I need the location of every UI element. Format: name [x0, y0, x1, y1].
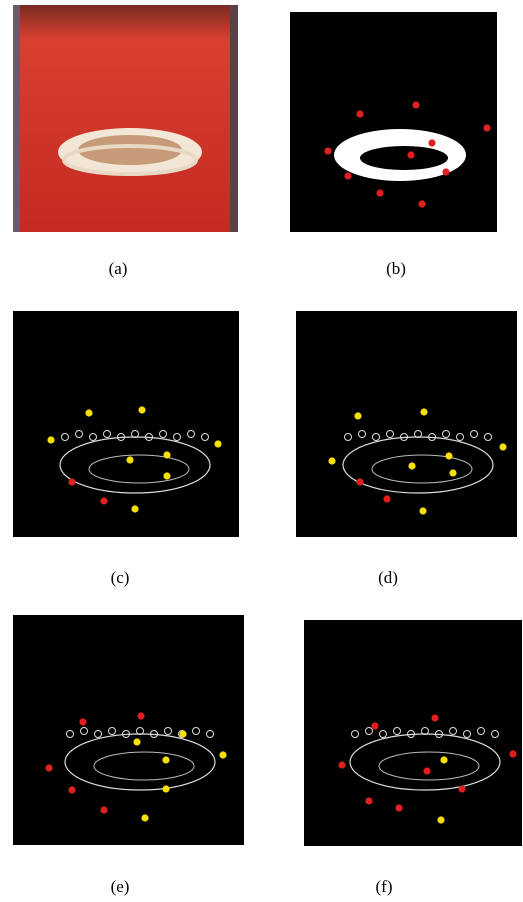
feature-point: [141, 814, 148, 821]
feature-point: [45, 764, 52, 771]
photo-a: [13, 5, 238, 232]
caption: (e): [111, 877, 130, 896]
feature-point: [407, 151, 414, 158]
feature-point: [499, 443, 506, 450]
caption: (d): [378, 568, 398, 587]
feature-point: [162, 785, 169, 792]
feature-point: [458, 785, 465, 792]
caption: (c): [111, 568, 130, 587]
feature-point: [445, 452, 452, 459]
feature-point: [418, 200, 425, 207]
feature-point: [483, 124, 490, 131]
feature-point: [383, 495, 390, 502]
feature-point: [419, 507, 426, 514]
feature-point: [138, 406, 145, 413]
feature-point: [100, 806, 107, 813]
edge-c: [13, 311, 239, 537]
feature-point: [371, 722, 378, 729]
feature-point: [219, 751, 226, 758]
feature-point: [376, 189, 383, 196]
figure: (a) (b) (c) (d) (e) (f): [0, 0, 523, 902]
feature-point: [440, 756, 447, 763]
feature-point: [68, 786, 75, 793]
feature-point: [79, 718, 86, 725]
caption: (f): [376, 877, 393, 896]
edge-f: [304, 620, 522, 846]
edge-e: [13, 615, 244, 845]
feature-point: [356, 478, 363, 485]
feature-point: [328, 457, 335, 464]
feature-point: [408, 462, 415, 469]
caption: (b): [386, 259, 406, 278]
feature-point: [162, 756, 169, 763]
feature-point: [428, 139, 435, 146]
feature-point: [137, 712, 144, 719]
feature-point: [68, 478, 75, 485]
feature-point: [354, 412, 361, 419]
feature-point: [509, 750, 516, 757]
feature-point: [449, 469, 456, 476]
feature-point: [412, 101, 419, 108]
feature-point: [442, 168, 449, 175]
feature-point: [344, 172, 351, 179]
feature-point: [163, 472, 170, 479]
feature-point: [131, 505, 138, 512]
edge-d: [296, 311, 517, 537]
binary-b: [290, 12, 497, 232]
feature-point: [100, 497, 107, 504]
feature-point: [179, 730, 186, 737]
feature-point: [431, 714, 438, 721]
feature-point: [338, 761, 345, 768]
feature-point: [47, 436, 54, 443]
feature-point: [214, 440, 221, 447]
feature-point: [365, 797, 372, 804]
feature-point: [163, 451, 170, 458]
feature-point: [420, 408, 427, 415]
caption: (a): [109, 259, 128, 278]
feature-point: [85, 409, 92, 416]
feature-point: [423, 767, 430, 774]
feature-point: [126, 456, 133, 463]
feature-point: [356, 110, 363, 117]
feature-point: [395, 804, 402, 811]
feature-point: [324, 147, 331, 154]
feature-point: [437, 816, 444, 823]
feature-point: [133, 738, 140, 745]
